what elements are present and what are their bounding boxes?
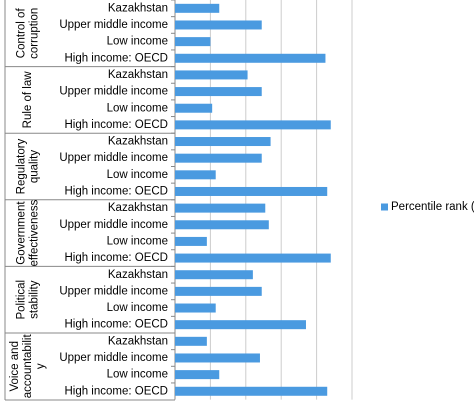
bar [175,336,207,346]
bar [175,286,262,296]
category-label: Upper middle income [59,152,168,164]
bar [175,320,306,330]
category-label: Upper middle income [59,352,168,364]
category-label: Low income [107,36,168,48]
group-label: Governmenteffectiveness [16,199,41,266]
group-label-line: effectiveness [29,199,41,266]
group-label-line: Regulatory [16,138,28,194]
bar [175,70,248,80]
bar [175,153,262,163]
category-label: Low income [107,235,168,247]
group-label: Rule of law [22,71,34,129]
bar [175,53,326,63]
group-label-line: Government [16,201,28,265]
group-label: Regulatoryquality [16,138,41,194]
bar [175,370,220,380]
category-label: Upper middle income [59,285,168,297]
bar [175,170,216,180]
category-label: Kazakhstan [108,69,168,81]
category-label: High income: OECD [64,385,168,397]
group-label-line: Voice and [9,341,21,392]
category-label: Low income [107,169,168,181]
category-label: High income: OECD [64,319,168,331]
bar [175,186,328,196]
bar [175,203,266,213]
category-label: Upper middle income [59,219,168,231]
bar [175,303,216,313]
bar [175,270,253,280]
category-label: Kazakhstan [108,202,168,214]
category-label: Upper middle income [59,19,168,31]
category-label: High income: OECD [64,186,168,198]
group-label-line: corruption [29,8,41,59]
group-label-line: Rule of law [22,71,34,129]
group-label-line: accountabilit [22,334,34,399]
bar [175,253,331,263]
group-label-line: stability [29,280,41,319]
bar [175,20,262,30]
category-label: High income: OECD [64,119,168,131]
group-label-line: quality [29,150,41,183]
category-label: Low income [107,302,168,314]
bar [175,37,211,47]
category-label: Low income [107,102,168,114]
group-label-line: Control of [16,8,28,59]
bar [175,353,260,363]
bar [175,103,213,113]
category-label: Kazakhstan [108,2,168,14]
group-label-line: Political [16,280,28,320]
bar [175,3,220,13]
group-label: Control ofcorruption [16,8,41,59]
bar [175,137,271,147]
category-label: High income: OECD [64,252,168,264]
category-label: High income: OECD [64,52,168,64]
category-label: Low income [107,369,168,381]
bar [175,120,331,130]
bar [175,220,269,230]
category-label: Kazakhstan [108,335,168,347]
bar [175,386,328,396]
group-label: Voice andaccountability [9,334,47,399]
category-label: Kazakhstan [108,136,168,148]
legend-label: Percentile rank (C [391,201,474,213]
legend-swatch [381,203,388,211]
category-label: Kazakhstan [108,269,168,281]
bar [175,236,207,246]
bar [175,87,262,97]
group-label: Politicalstability [16,280,41,320]
group-label-line: y [35,363,47,369]
category-label: Upper middle income [59,86,168,98]
